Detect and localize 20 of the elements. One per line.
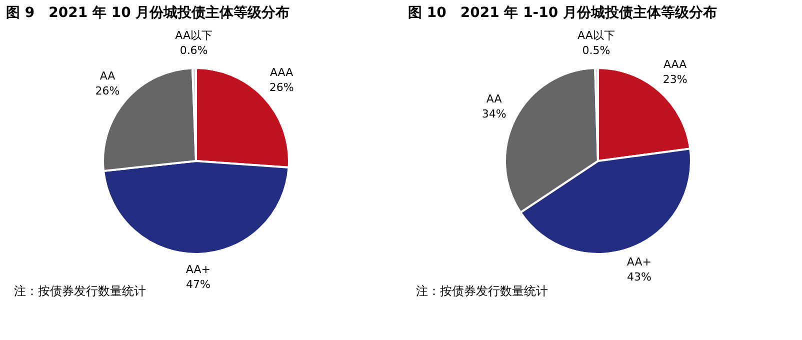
slice-label: AA以下 bbox=[577, 29, 615, 42]
data-label: 43% bbox=[626, 270, 652, 284]
data-label: 0.5% bbox=[582, 44, 610, 58]
data-label: 26% bbox=[95, 84, 120, 98]
slice-label: AA+ bbox=[626, 256, 652, 269]
chart-title: 图 9 2021 年 10 月份城投债主体等级分布 bbox=[6, 4, 290, 22]
slice-label: AAA bbox=[270, 66, 294, 80]
slice-label: AA以下 bbox=[175, 29, 212, 42]
data-label: 23% bbox=[662, 72, 688, 86]
data-label: 0.6% bbox=[180, 44, 208, 58]
text: 注：按债券发行数量统计 bbox=[416, 284, 548, 298]
data-label: 34% bbox=[482, 107, 506, 120]
slice-label: AA bbox=[486, 92, 502, 106]
slice-label: AA bbox=[100, 69, 116, 82]
data-label: 47% bbox=[186, 278, 210, 291]
chart-title: 图 10 2021 年 1-10 月份城投债主体等级分布 bbox=[408, 4, 717, 22]
slice-label: AA+ bbox=[186, 262, 211, 276]
slice-label: AAA bbox=[663, 58, 688, 71]
data-label: 26% bbox=[269, 81, 294, 94]
text: 注：按债券发行数量统计 bbox=[14, 284, 146, 298]
